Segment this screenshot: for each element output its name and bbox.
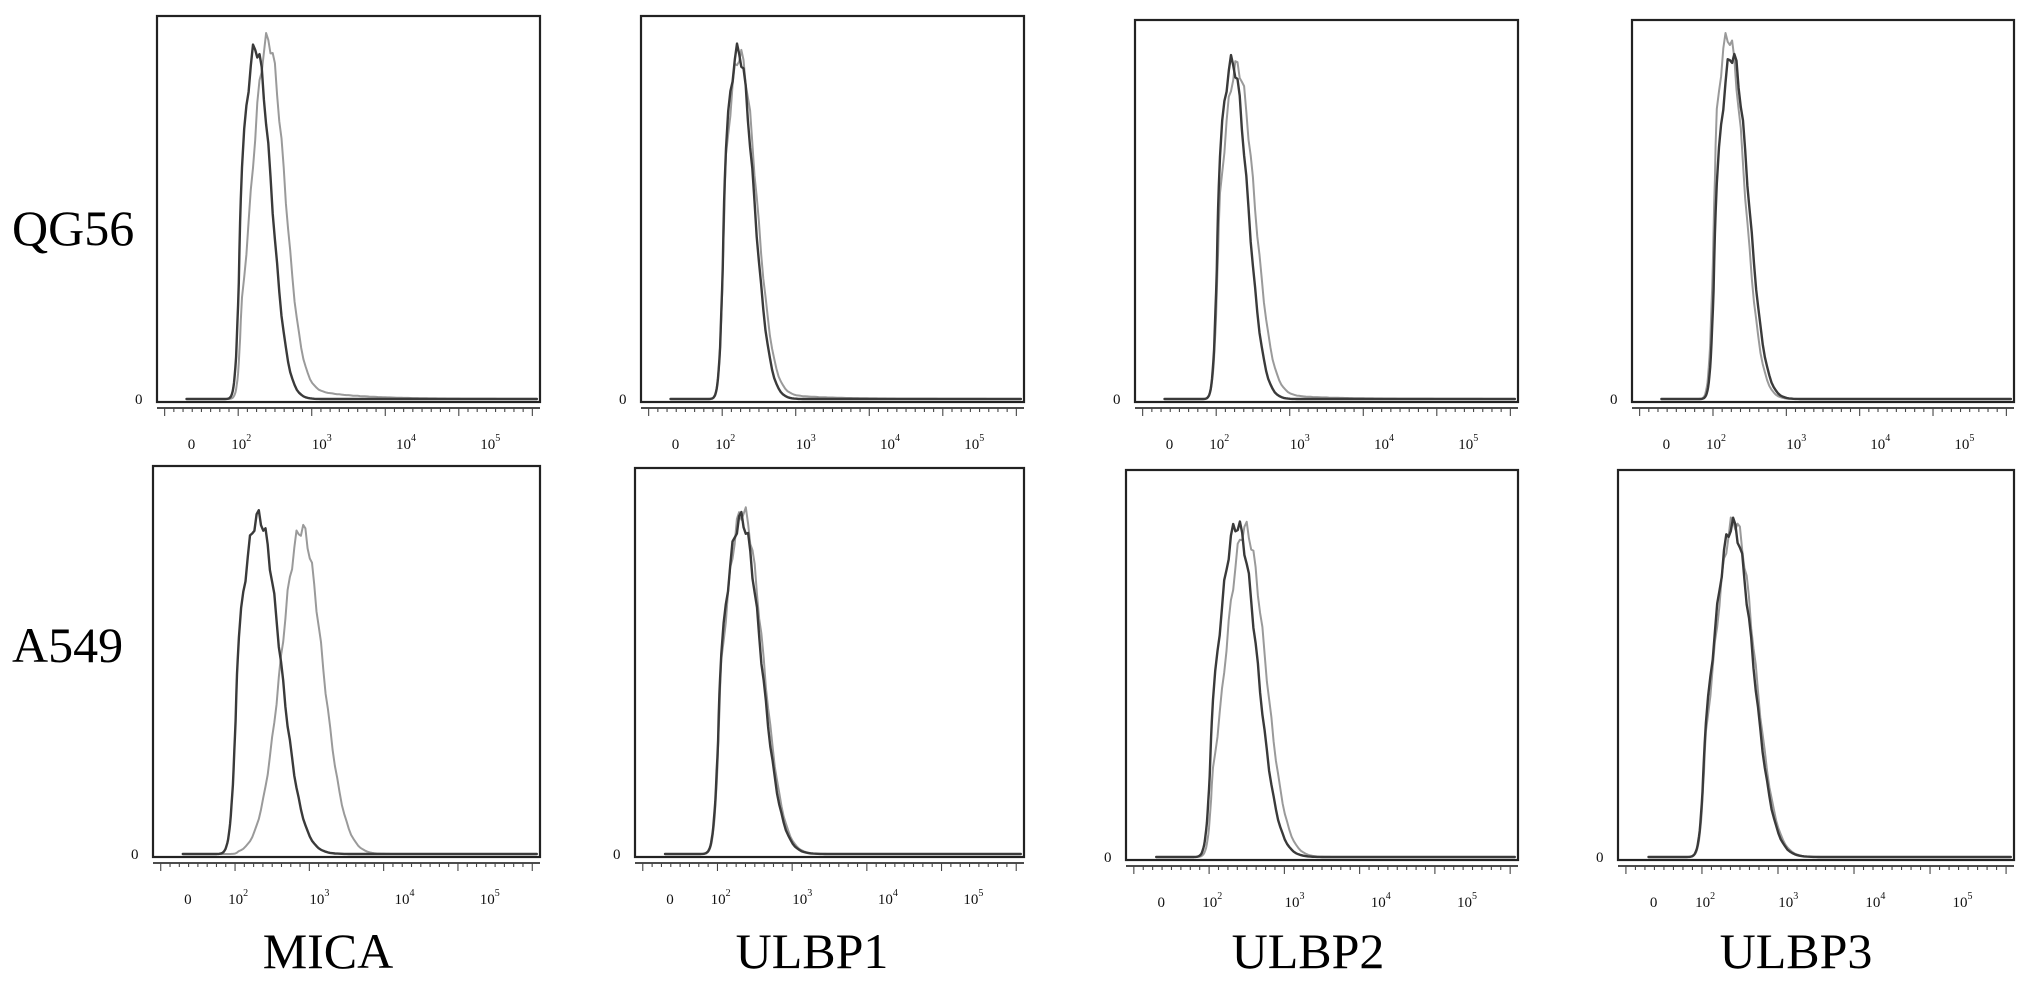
x-tick-label: 102 bbox=[1209, 433, 1229, 453]
x-tick-label: 102 bbox=[715, 433, 735, 453]
x-tick-label: 0 bbox=[672, 437, 680, 453]
y-zero-label: 0 bbox=[131, 847, 139, 863]
x-tick-label: 104 bbox=[396, 433, 416, 453]
row-label-qg56: QG56 bbox=[12, 200, 134, 256]
x-tick-label: 103 bbox=[1786, 433, 1806, 453]
y-zero-label: 0 bbox=[613, 847, 621, 863]
x-tick-label: 105 bbox=[964, 433, 984, 453]
panel-qg56-ulbp3: 0 0 102 103 104 105 bbox=[1610, 18, 2016, 453]
control-histogram bbox=[1163, 53, 1517, 401]
panel-qg56-ulbp2: 0 0 102 103 104 105 bbox=[1113, 18, 1520, 453]
panel-qg56-ulbp1: 0 0 102 103 104 105 bbox=[619, 14, 1026, 453]
control-histogram bbox=[185, 43, 539, 401]
panel-frame bbox=[633, 466, 1026, 859]
panel-a549-ulbp3: 0 0 102 103 104 105 bbox=[1596, 468, 2016, 911]
panel-a549-ulbp2: 0 0 102 103 104 105 bbox=[1104, 468, 1520, 911]
y-zero-label: 0 bbox=[135, 392, 143, 408]
x-tick-label: 102 bbox=[1706, 433, 1726, 453]
x-tick-label: 103 bbox=[796, 433, 816, 453]
x-tick-label: 105 bbox=[1953, 891, 1973, 911]
panel-frame bbox=[1124, 468, 1520, 862]
control-histogram bbox=[1154, 520, 1517, 859]
histogram-panels: 0 0 102 103 104 105 0 0 102 103 104 105 0 0 102 103 104 1… bbox=[131, 14, 2016, 911]
x-tick-label: 105 bbox=[1954, 433, 1974, 453]
x-tick-label: 105 bbox=[1457, 891, 1477, 911]
x-tick-label: 105 bbox=[963, 888, 983, 908]
x-tick-label: 105 bbox=[480, 433, 500, 453]
x-tick-label: 104 bbox=[1865, 891, 1885, 911]
x-tick-label: 0 bbox=[1158, 895, 1166, 911]
panel-frame bbox=[1630, 18, 2016, 404]
x-tick-label: 102 bbox=[228, 888, 248, 908]
panel-frame bbox=[155, 14, 542, 404]
x-tick-label: 0 bbox=[1166, 437, 1174, 453]
x-tick-label: 103 bbox=[792, 888, 812, 908]
x-tick-label: 103 bbox=[1778, 891, 1798, 911]
control-histogram bbox=[669, 42, 1023, 401]
control-histogram bbox=[1647, 516, 2013, 859]
panel-a549-ulbp1: 0 0 102 103 104 105 bbox=[613, 466, 1026, 908]
x-tick-label: 102 bbox=[711, 888, 731, 908]
y-zero-label: 0 bbox=[1610, 392, 1618, 408]
x-tick-label: 103 bbox=[1285, 891, 1305, 911]
x-tick-label: 105 bbox=[1458, 433, 1478, 453]
panel-frame bbox=[1616, 468, 2016, 862]
control-histogram bbox=[181, 509, 538, 856]
y-zero-label: 0 bbox=[619, 392, 627, 408]
panel-a549-mica: 0 0 102 103 104 105 bbox=[131, 464, 542, 908]
panel-frame bbox=[1133, 18, 1520, 404]
column-label-mica: MICA bbox=[263, 923, 394, 979]
x-tick-label: 105 bbox=[480, 888, 500, 908]
x-tick-label: 0 bbox=[188, 437, 196, 453]
x-tick-label: 0 bbox=[184, 892, 192, 908]
x-tick-label: 103 bbox=[312, 433, 332, 453]
x-tick-label: 104 bbox=[1870, 433, 1890, 453]
x-tick-label: 104 bbox=[878, 888, 898, 908]
x-tick-label: 102 bbox=[1695, 891, 1715, 911]
x-tick-label: 102 bbox=[231, 433, 251, 453]
control-histogram bbox=[663, 510, 1022, 856]
panel-frame bbox=[639, 14, 1026, 404]
x-tick-label: 104 bbox=[395, 888, 415, 908]
y-zero-label: 0 bbox=[1104, 850, 1112, 866]
panel-qg56-mica: 0 0 102 103 104 105 bbox=[135, 14, 542, 453]
column-label-ulbp1: ULBP1 bbox=[736, 923, 889, 979]
x-tick-label: 102 bbox=[1202, 891, 1222, 911]
y-zero-label: 0 bbox=[1113, 392, 1121, 408]
row-label-a549: A549 bbox=[12, 617, 123, 673]
column-label-ulbp3: ULBP3 bbox=[1720, 923, 1873, 979]
x-tick-label: 104 bbox=[880, 433, 900, 453]
panel-frame bbox=[151, 464, 542, 859]
x-tick-label: 103 bbox=[309, 888, 329, 908]
column-label-ulbp2: ULBP2 bbox=[1232, 923, 1385, 979]
x-tick-label: 103 bbox=[1290, 433, 1310, 453]
control-histogram bbox=[1660, 52, 2013, 401]
y-zero-label: 0 bbox=[1596, 850, 1604, 866]
x-tick-label: 0 bbox=[666, 892, 674, 908]
x-tick-label: 0 bbox=[1650, 895, 1658, 911]
x-tick-label: 104 bbox=[1374, 433, 1394, 453]
x-tick-label: 0 bbox=[1663, 437, 1671, 453]
x-tick-label: 104 bbox=[1371, 891, 1391, 911]
